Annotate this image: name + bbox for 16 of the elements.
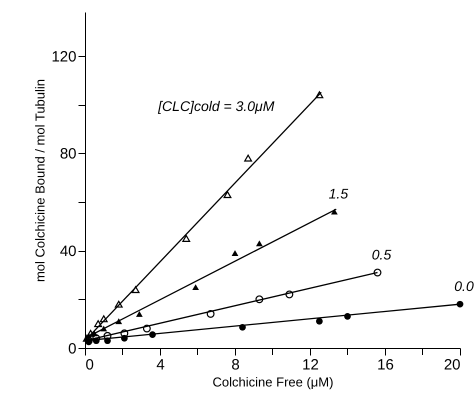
x-tick-label: 4: [156, 356, 165, 374]
series-label: 1.5: [328, 186, 348, 202]
y-axis-title: mol Colchicine Bound / mol Tubulin: [32, 78, 48, 282]
x-tick-label: 12: [302, 356, 319, 374]
y-tick-label: 80: [60, 146, 76, 163]
series-label: 0.5: [372, 246, 392, 263]
x-tick-label: 20: [444, 356, 460, 374]
y-tick-label: 0: [68, 340, 76, 358]
y-tick-label: 40: [60, 243, 76, 260]
x-axis-title: Colchicine Free (μM): [212, 374, 334, 390]
x-tick-label: 8: [231, 356, 240, 374]
x-tick-label: 0: [86, 356, 94, 374]
y-tick-label: 120: [51, 48, 76, 66]
x-tick-label: 16: [377, 356, 394, 374]
text: [CLC]cold = 3.0μM: [157, 98, 275, 114]
series-label: 0.0: [454, 278, 474, 294]
